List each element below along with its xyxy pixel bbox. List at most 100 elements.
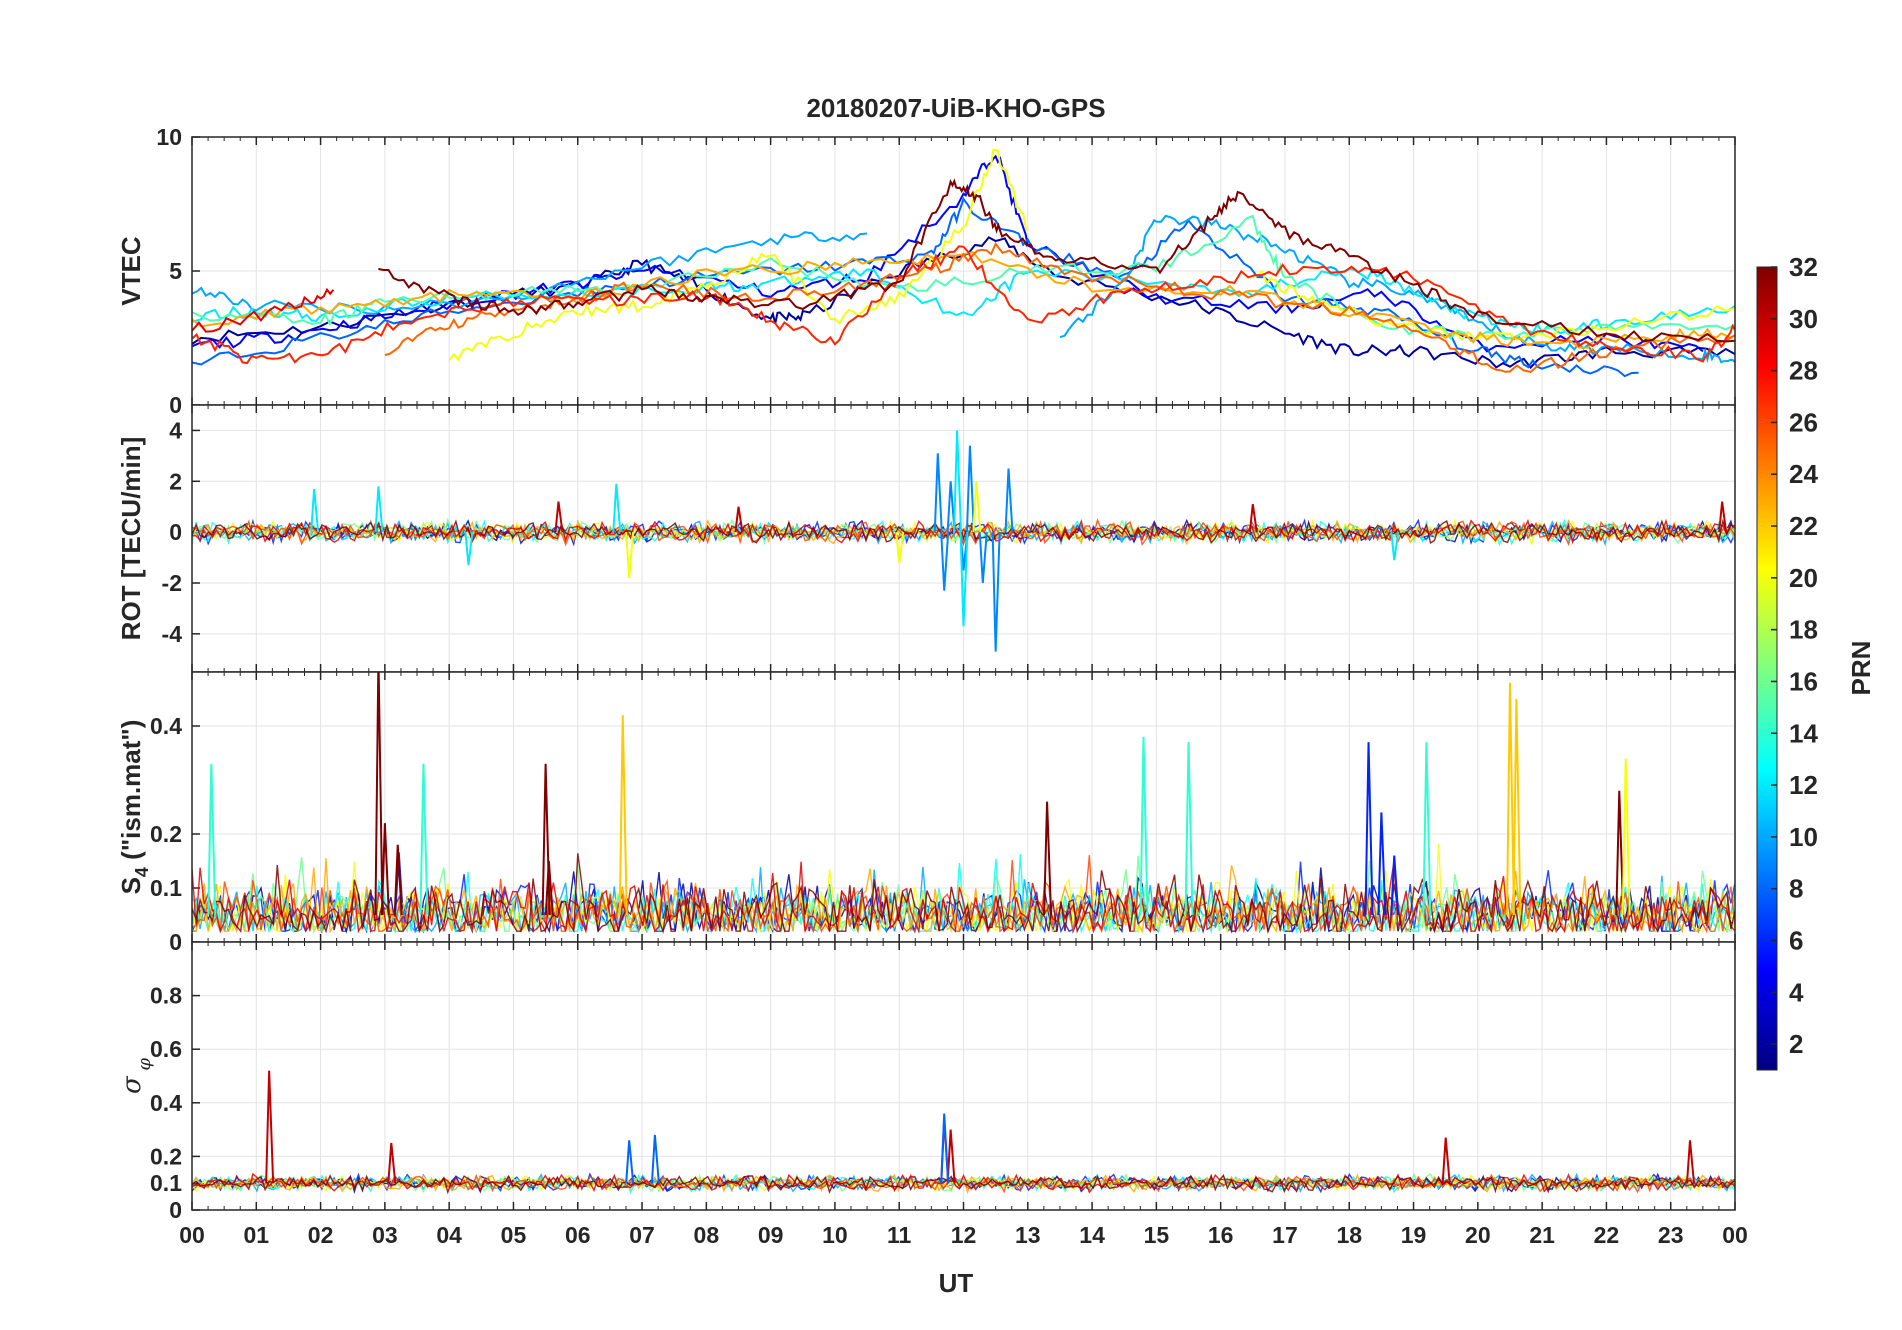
colorbar-tick-label: 22	[1789, 511, 1818, 541]
x-tick-label: 09	[758, 1222, 784, 1248]
series-prn-12-spike	[464, 532, 474, 566]
y-tick-label: 0.6	[150, 1036, 182, 1062]
series-prn-14-spike	[207, 763, 217, 916]
series-prn-20-spike	[1621, 758, 1631, 916]
series-prn-20-spike	[895, 532, 905, 563]
x-tick-label: 10	[822, 1222, 848, 1248]
x-tick-label: 08	[694, 1222, 720, 1248]
colorbar-tick-label: 14	[1789, 718, 1818, 748]
x-tick-label: 12	[951, 1222, 977, 1248]
noise-traces	[192, 517, 1735, 547]
x-tick-label: 00	[179, 1222, 205, 1248]
x-tick-label: 00	[1722, 1222, 1748, 1248]
series-prn-12-spike	[310, 488, 320, 533]
colorbar-tick-label: 30	[1789, 304, 1818, 334]
series-prn-30-spike	[1248, 504, 1258, 533]
panel-VTEC: 0 5 10 VTEC	[116, 124, 1736, 418]
series-prn-8-spike	[625, 1140, 635, 1184]
series-prn-15	[192, 214, 1735, 343]
series-prn-9-spike	[940, 532, 950, 591]
series-prn-14-spike	[1139, 736, 1149, 916]
series-prn-30-spike	[1686, 1140, 1695, 1184]
y-tick-label: 10	[156, 124, 182, 150]
series-prn-32-spike	[374, 672, 384, 916]
series-prn-22-spike	[618, 715, 628, 916]
colorbar-tick-label: 26	[1789, 407, 1818, 437]
series-prn-32-spike	[1615, 790, 1625, 916]
panel-sigma_phi: 00.10.2 0.4 0.6 0.8 σ φ	[117, 941, 1736, 1223]
series-prn-8-spike	[650, 1134, 660, 1184]
series-prn-14-spike	[1422, 742, 1432, 916]
colorbar-tick-label: 10	[1789, 822, 1818, 852]
series-group	[265, 1070, 1695, 1184]
series-prn-20	[1252, 269, 1735, 342]
series-prn-6-spike	[1377, 812, 1387, 916]
noise-trace	[192, 853, 1735, 934]
series-prn-30-spike	[265, 1070, 275, 1184]
panel-ROT: -4 -2 0 2 4 ROT [TECU/min]	[116, 404, 1736, 673]
y-tick-label: 0.4	[150, 1090, 182, 1116]
x-tick-label: 23	[1658, 1222, 1684, 1248]
y-axis-label: VTEC	[116, 236, 146, 306]
series-prn-12-spike	[612, 483, 622, 533]
colorbar-gradient	[1756, 266, 1778, 1071]
series-prn-9-spike	[946, 481, 956, 533]
series-prn-9-spike	[965, 445, 975, 533]
x-tick-label: 21	[1529, 1222, 1555, 1248]
series-prn-32	[378, 178, 1735, 343]
colorbar-tick-label: 4	[1789, 977, 1804, 1007]
x-tick-label: 11	[887, 1222, 912, 1248]
colorbar-tick-label: 2	[1789, 1029, 1803, 1059]
y-tick-label: -4	[162, 621, 183, 647]
series-prn-32-spike	[544, 860, 554, 916]
x-tick-label: 16	[1208, 1222, 1234, 1248]
series-prn-12-spike	[1390, 532, 1400, 561]
x-tick-label: 14	[1079, 1222, 1105, 1248]
y-tick-label: 0.2	[150, 1143, 182, 1169]
series-prn-30-spike	[387, 1142, 397, 1184]
series-group	[310, 430, 1728, 652]
colorbar-tick-label: 24	[1789, 459, 1818, 489]
series-prn-8-spike	[940, 1113, 950, 1184]
series-prn-23	[192, 250, 1735, 349]
noise-trace	[192, 1174, 1735, 1193]
y-tick-label: 0	[169, 1197, 182, 1223]
series-prn-6-spike	[1390, 855, 1400, 916]
y-tick-label: 0.2	[150, 821, 182, 847]
noise-traces	[192, 843, 1735, 934]
series-prn-9-spike	[933, 453, 943, 533]
series-prn-6-spike	[1364, 742, 1374, 916]
x-axis-label: UT	[939, 1268, 974, 1298]
x-tick-label: 03	[372, 1222, 398, 1248]
chart-title: 20180207-UiB-KHO-GPS	[806, 93, 1105, 123]
x-axis: 00 01 02 03 04 05 06 07 08 09 10 11 12 13 14 15 16 17 18 19…	[179, 1222, 1748, 1248]
y-tick-label: 5	[169, 258, 182, 284]
x-tick-label: 04	[436, 1222, 462, 1248]
noise-trace	[192, 852, 1735, 934]
colorbar-tick-label: 12	[1789, 770, 1818, 800]
series-prn-9-spike	[1004, 468, 1014, 533]
y-tick-label: -2	[162, 570, 182, 596]
x-tick-label: 19	[1401, 1222, 1427, 1248]
colorbar-tick-label: 32	[1789, 252, 1818, 282]
series-prn-32-spike	[1043, 801, 1053, 916]
y-tick-label: 0.4	[150, 713, 182, 739]
x-tick-label: 15	[1144, 1222, 1170, 1248]
y-tick-label: 0	[169, 929, 182, 955]
colorbar-tick-label: 6	[1789, 925, 1803, 955]
series-prn-14-spike	[1184, 742, 1194, 916]
series-group	[192, 148, 1735, 378]
x-tick-label: 17	[1272, 1222, 1298, 1248]
y-axis-label: S4 ("ism.mat")	[116, 720, 152, 895]
x-tick-label: 05	[501, 1222, 527, 1248]
series-prn-9-spike	[991, 532, 1001, 652]
series-prn-25	[384, 241, 1735, 373]
colorbar-tick-label: 28	[1789, 356, 1818, 386]
colorbar-tick-label: 20	[1789, 563, 1818, 593]
series-prn-29	[192, 287, 335, 333]
noise-trace	[192, 1173, 1735, 1195]
x-tick-label: 02	[308, 1222, 334, 1248]
panel-S4: 0 0.1 0.2 0.4S4 ("ism.mat")	[116, 671, 1736, 955]
